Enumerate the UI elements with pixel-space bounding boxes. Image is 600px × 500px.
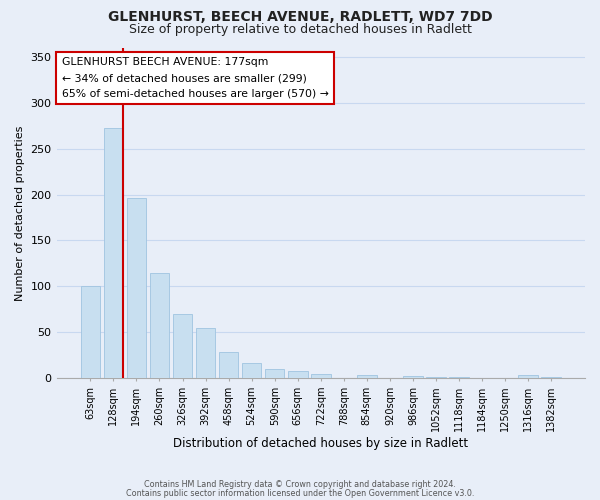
Bar [127, 198, 146, 378]
Bar [149, 272, 169, 378]
Y-axis label: Number of detached properties: Number of detached properties [15, 125, 25, 300]
Bar [104, 128, 123, 378]
Bar [80, 286, 100, 378]
Bar [173, 314, 193, 378]
Bar [242, 362, 262, 378]
Text: GLENHURST, BEECH AVENUE, RADLETT, WD7 7DD: GLENHURST, BEECH AVENUE, RADLETT, WD7 7D… [107, 10, 493, 24]
Bar [311, 374, 331, 378]
Bar [357, 374, 377, 378]
Bar [518, 374, 538, 378]
Text: Size of property relative to detached houses in Radlett: Size of property relative to detached ho… [128, 22, 472, 36]
Text: Contains HM Land Registry data © Crown copyright and database right 2024.: Contains HM Land Registry data © Crown c… [144, 480, 456, 489]
Bar [403, 376, 423, 378]
X-axis label: Distribution of detached houses by size in Radlett: Distribution of detached houses by size … [173, 437, 469, 450]
Text: GLENHURST BEECH AVENUE: 177sqm
← 34% of detached houses are smaller (299)
65% of: GLENHURST BEECH AVENUE: 177sqm ← 34% of … [62, 58, 329, 98]
Bar [288, 371, 308, 378]
Bar [219, 352, 238, 378]
Bar [265, 369, 284, 378]
Bar [196, 328, 215, 378]
Text: Contains public sector information licensed under the Open Government Licence v3: Contains public sector information licen… [126, 488, 474, 498]
